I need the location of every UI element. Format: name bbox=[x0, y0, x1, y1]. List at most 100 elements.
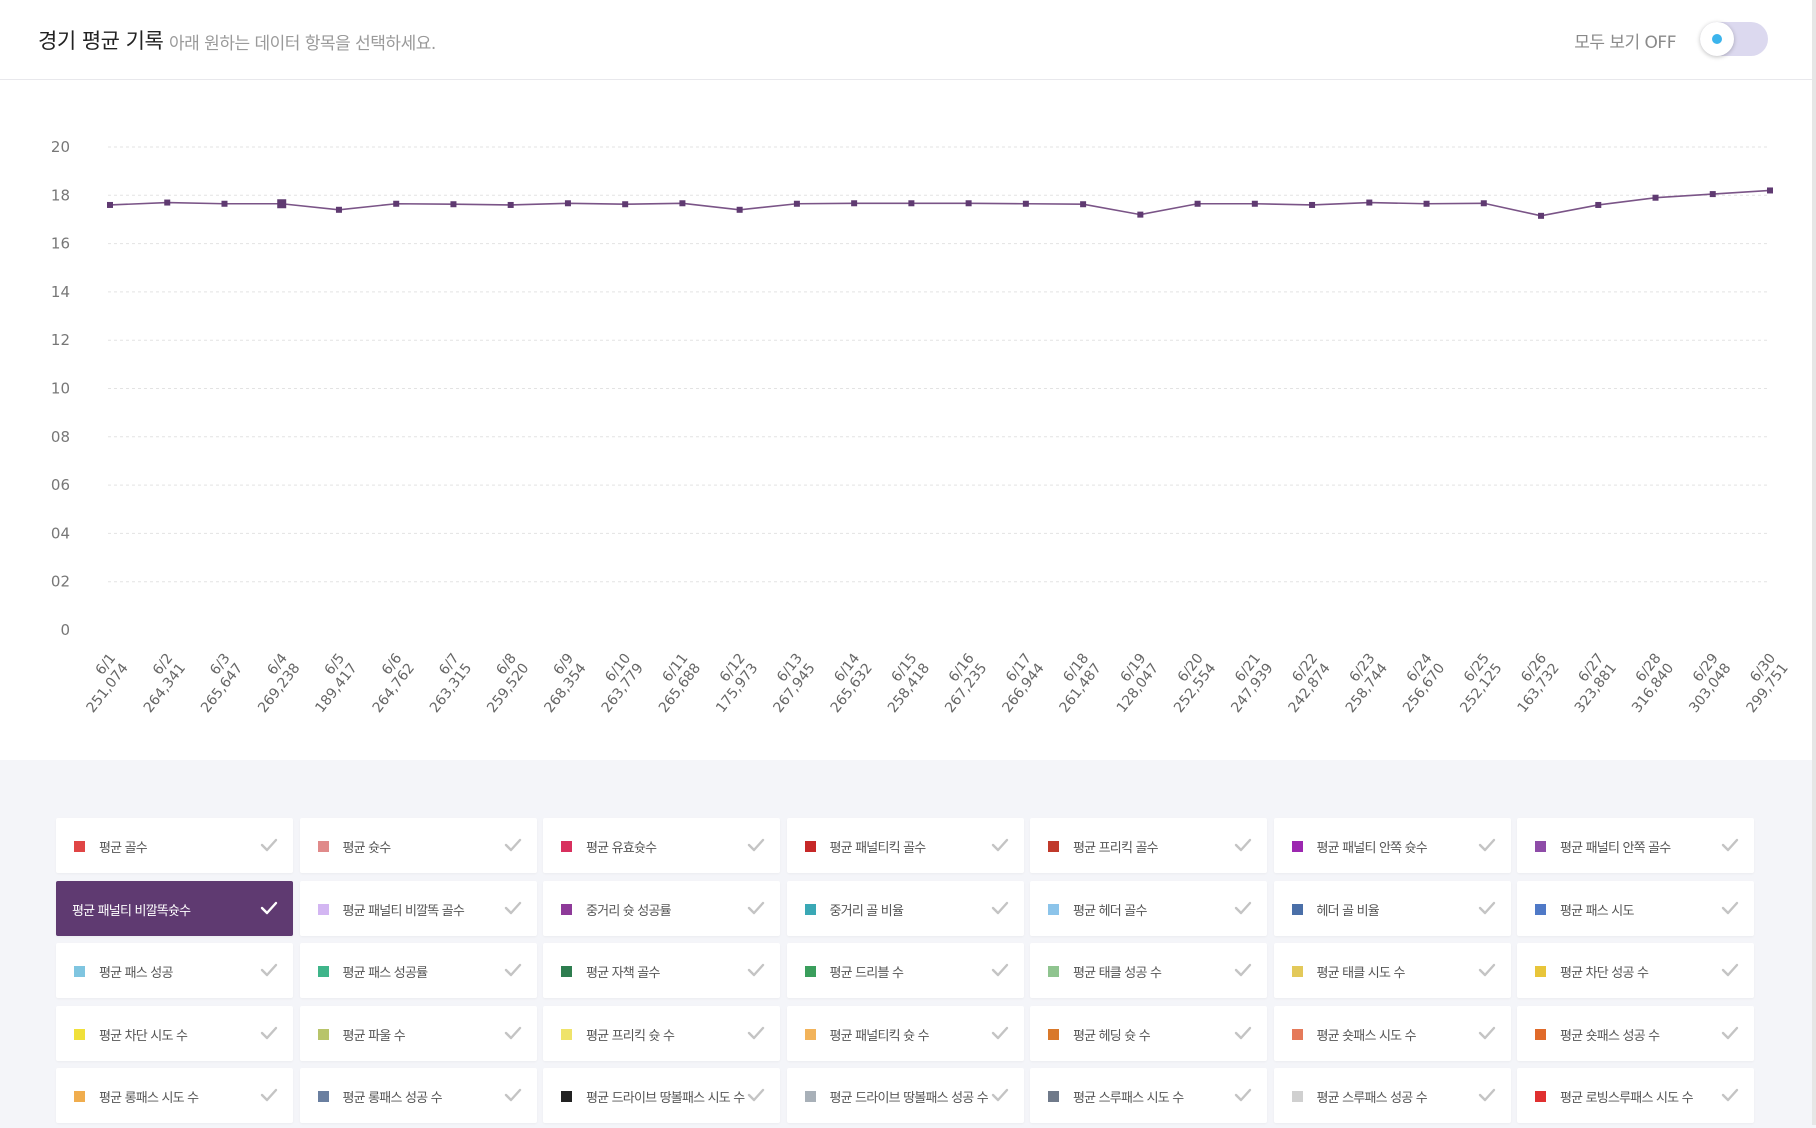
legend-label: 평균 숏패스 시도 수 bbox=[1316, 1028, 1417, 1044]
data-point[interactable] bbox=[277, 199, 287, 209]
data-point[interactable] bbox=[793, 200, 800, 207]
legend-label: 평균 패널티 안쪽 슛수 bbox=[1316, 841, 1428, 856]
legend-item[interactable]: 평균 태클 성공 수 bbox=[1030, 943, 1267, 998]
check-icon bbox=[260, 838, 278, 852]
legend-label: 평균 프리킥 골수 bbox=[1073, 841, 1159, 856]
legend-label: 평균 패스 성공률 bbox=[342, 966, 429, 981]
legend-item[interactable]: 평균 골수 bbox=[56, 818, 293, 873]
data-point[interactable] bbox=[1080, 201, 1087, 208]
data-point[interactable] bbox=[1480, 200, 1487, 207]
data-point[interactable] bbox=[107, 201, 113, 208]
y-tick-label: 06 bbox=[51, 476, 70, 494]
legend-swatch bbox=[74, 1091, 85, 1102]
show-all-toggle[interactable] bbox=[1700, 22, 1768, 56]
legend-label: 평균 프리킥 슛 수 bbox=[586, 1028, 675, 1044]
legend-item[interactable]: 평균 스루패스 시도 수 bbox=[1030, 1068, 1267, 1123]
legend-item[interactable]: 평균 롱패스 성공 수 bbox=[299, 1068, 537, 1123]
data-point[interactable] bbox=[1194, 200, 1201, 207]
legend-item[interactable]: 평균 패널티 비깔똑 골수 bbox=[299, 880, 537, 936]
legend-swatch bbox=[804, 1028, 816, 1040]
toggle-knob[interactable] bbox=[1700, 22, 1734, 56]
legend-item[interactable]: 평균 태클 시도 수 bbox=[1273, 943, 1511, 998]
legend-item[interactable]: 헤더 골 비율 bbox=[1273, 880, 1511, 936]
legend-item[interactable]: 평균 드리블 수 bbox=[786, 943, 1024, 998]
legend-item[interactable]: 평균 차단 성공 수 bbox=[1517, 943, 1754, 998]
data-point[interactable] bbox=[393, 200, 400, 207]
legend-item[interactable]: 평균 프리킥 슛 수 bbox=[543, 1005, 780, 1061]
legend-item[interactable]: 평균 패널티 비깔똑슛수 bbox=[56, 880, 293, 936]
page-title: 경기 평균 기록 bbox=[38, 29, 164, 53]
data-point[interactable] bbox=[965, 200, 972, 207]
data-point[interactable] bbox=[507, 201, 514, 208]
data-point[interactable] bbox=[1652, 194, 1659, 201]
data-point[interactable] bbox=[564, 200, 571, 207]
legend-swatch bbox=[561, 1028, 572, 1040]
check-icon bbox=[504, 1088, 521, 1102]
data-point[interactable] bbox=[1251, 200, 1258, 207]
legend-grid: 평균 골수 평균 슛수 평균 유효슛수 평균 패널티킥 골수 평균 프리킥 골수 평균 패… bbox=[56, 818, 1756, 1128]
legend-item[interactable]: 중거리 슛 성공률 bbox=[543, 880, 780, 936]
data-point[interactable] bbox=[908, 200, 915, 207]
legend-item[interactable]: 평균 패스 시도 bbox=[1517, 880, 1754, 936]
legend-item[interactable]: 평균 패널티킥 슛 수 bbox=[786, 1005, 1024, 1061]
legend-item[interactable]: 평균 자책 골수 bbox=[543, 943, 780, 998]
legend-item[interactable]: 평균 드라이브 땅볼패스 시도 수 bbox=[543, 1068, 780, 1123]
data-point[interactable] bbox=[221, 200, 228, 207]
data-point[interactable] bbox=[1022, 200, 1029, 207]
legend-item[interactable]: 평균 롱패스 시도 수 bbox=[56, 1068, 293, 1123]
legend-item[interactable]: 평균 패스 성공 bbox=[56, 943, 293, 998]
legend-item[interactable]: 평균 스루패스 성공 수 bbox=[1273, 1068, 1511, 1123]
data-point[interactable] bbox=[622, 201, 629, 208]
legend-item[interactable]: 평균 슛수 bbox=[299, 818, 537, 873]
data-point[interactable] bbox=[1366, 199, 1373, 206]
legend-item[interactable]: 평균 패널티 안쪽 골수 bbox=[1517, 818, 1754, 873]
legend-item[interactable]: 평균 유효슛수 bbox=[543, 818, 780, 873]
legend-swatch bbox=[804, 966, 816, 977]
legend-item[interactable]: 중거리 골 비율 bbox=[786, 880, 1024, 936]
data-point[interactable] bbox=[679, 200, 686, 207]
legend-item[interactable]: 평균 헤딩 슛 수 bbox=[1030, 1005, 1267, 1061]
legend-item[interactable]: 평균 차단 시도 수 bbox=[56, 1005, 293, 1061]
legend-swatch bbox=[317, 841, 329, 852]
data-point[interactable] bbox=[851, 200, 858, 207]
scrollbar[interactable] bbox=[1812, 0, 1816, 1125]
legend-item[interactable]: 평균 헤더 골수 bbox=[1030, 880, 1267, 936]
legend-item[interactable]: 평균 프리킥 골수 bbox=[1030, 818, 1267, 873]
check-icon bbox=[1721, 838, 1739, 852]
data-point[interactable] bbox=[1309, 201, 1316, 208]
legend-swatch bbox=[804, 841, 816, 852]
legend-swatch bbox=[1535, 841, 1546, 852]
legend-item[interactable]: 평균 드라이브 땅볼패스 성공 수 bbox=[786, 1068, 1024, 1123]
legend-item[interactable]: 평균 패널티 안쪽 슛수 bbox=[1273, 818, 1511, 873]
legend-item[interactable]: 평균 숏패스 성공 수 bbox=[1517, 1005, 1754, 1061]
data-point[interactable] bbox=[1423, 200, 1430, 207]
data-point[interactable] bbox=[1137, 211, 1144, 218]
data-point[interactable] bbox=[1767, 187, 1773, 194]
data-point[interactable] bbox=[335, 206, 342, 213]
legend-item[interactable]: 평균 숏패스 시도 수 bbox=[1273, 1005, 1511, 1061]
data-point[interactable] bbox=[1595, 201, 1602, 208]
data-point[interactable] bbox=[1538, 212, 1545, 219]
legend-item[interactable]: 평균 로빙스루패스 시도 수 bbox=[1517, 1068, 1754, 1123]
data-point[interactable] bbox=[164, 199, 171, 206]
page-subtitle: 아래 원하는 데이터 항목을 선택하세요. bbox=[169, 34, 436, 54]
check-icon bbox=[260, 963, 278, 977]
legend-item[interactable]: 평균 파울 수 bbox=[299, 1005, 537, 1061]
legend-label: 평균 로빙스루패스 시도 수 bbox=[1560, 1091, 1694, 1106]
legend-item[interactable]: 평균 패널티킥 골수 bbox=[786, 818, 1024, 873]
legend-item[interactable]: 평균 패스 성공률 bbox=[299, 943, 537, 998]
data-point[interactable] bbox=[450, 201, 457, 208]
y-tick-label: 04 bbox=[51, 524, 70, 542]
data-point[interactable] bbox=[1709, 191, 1716, 198]
legend-swatch bbox=[317, 966, 329, 977]
data-point[interactable] bbox=[736, 206, 743, 213]
